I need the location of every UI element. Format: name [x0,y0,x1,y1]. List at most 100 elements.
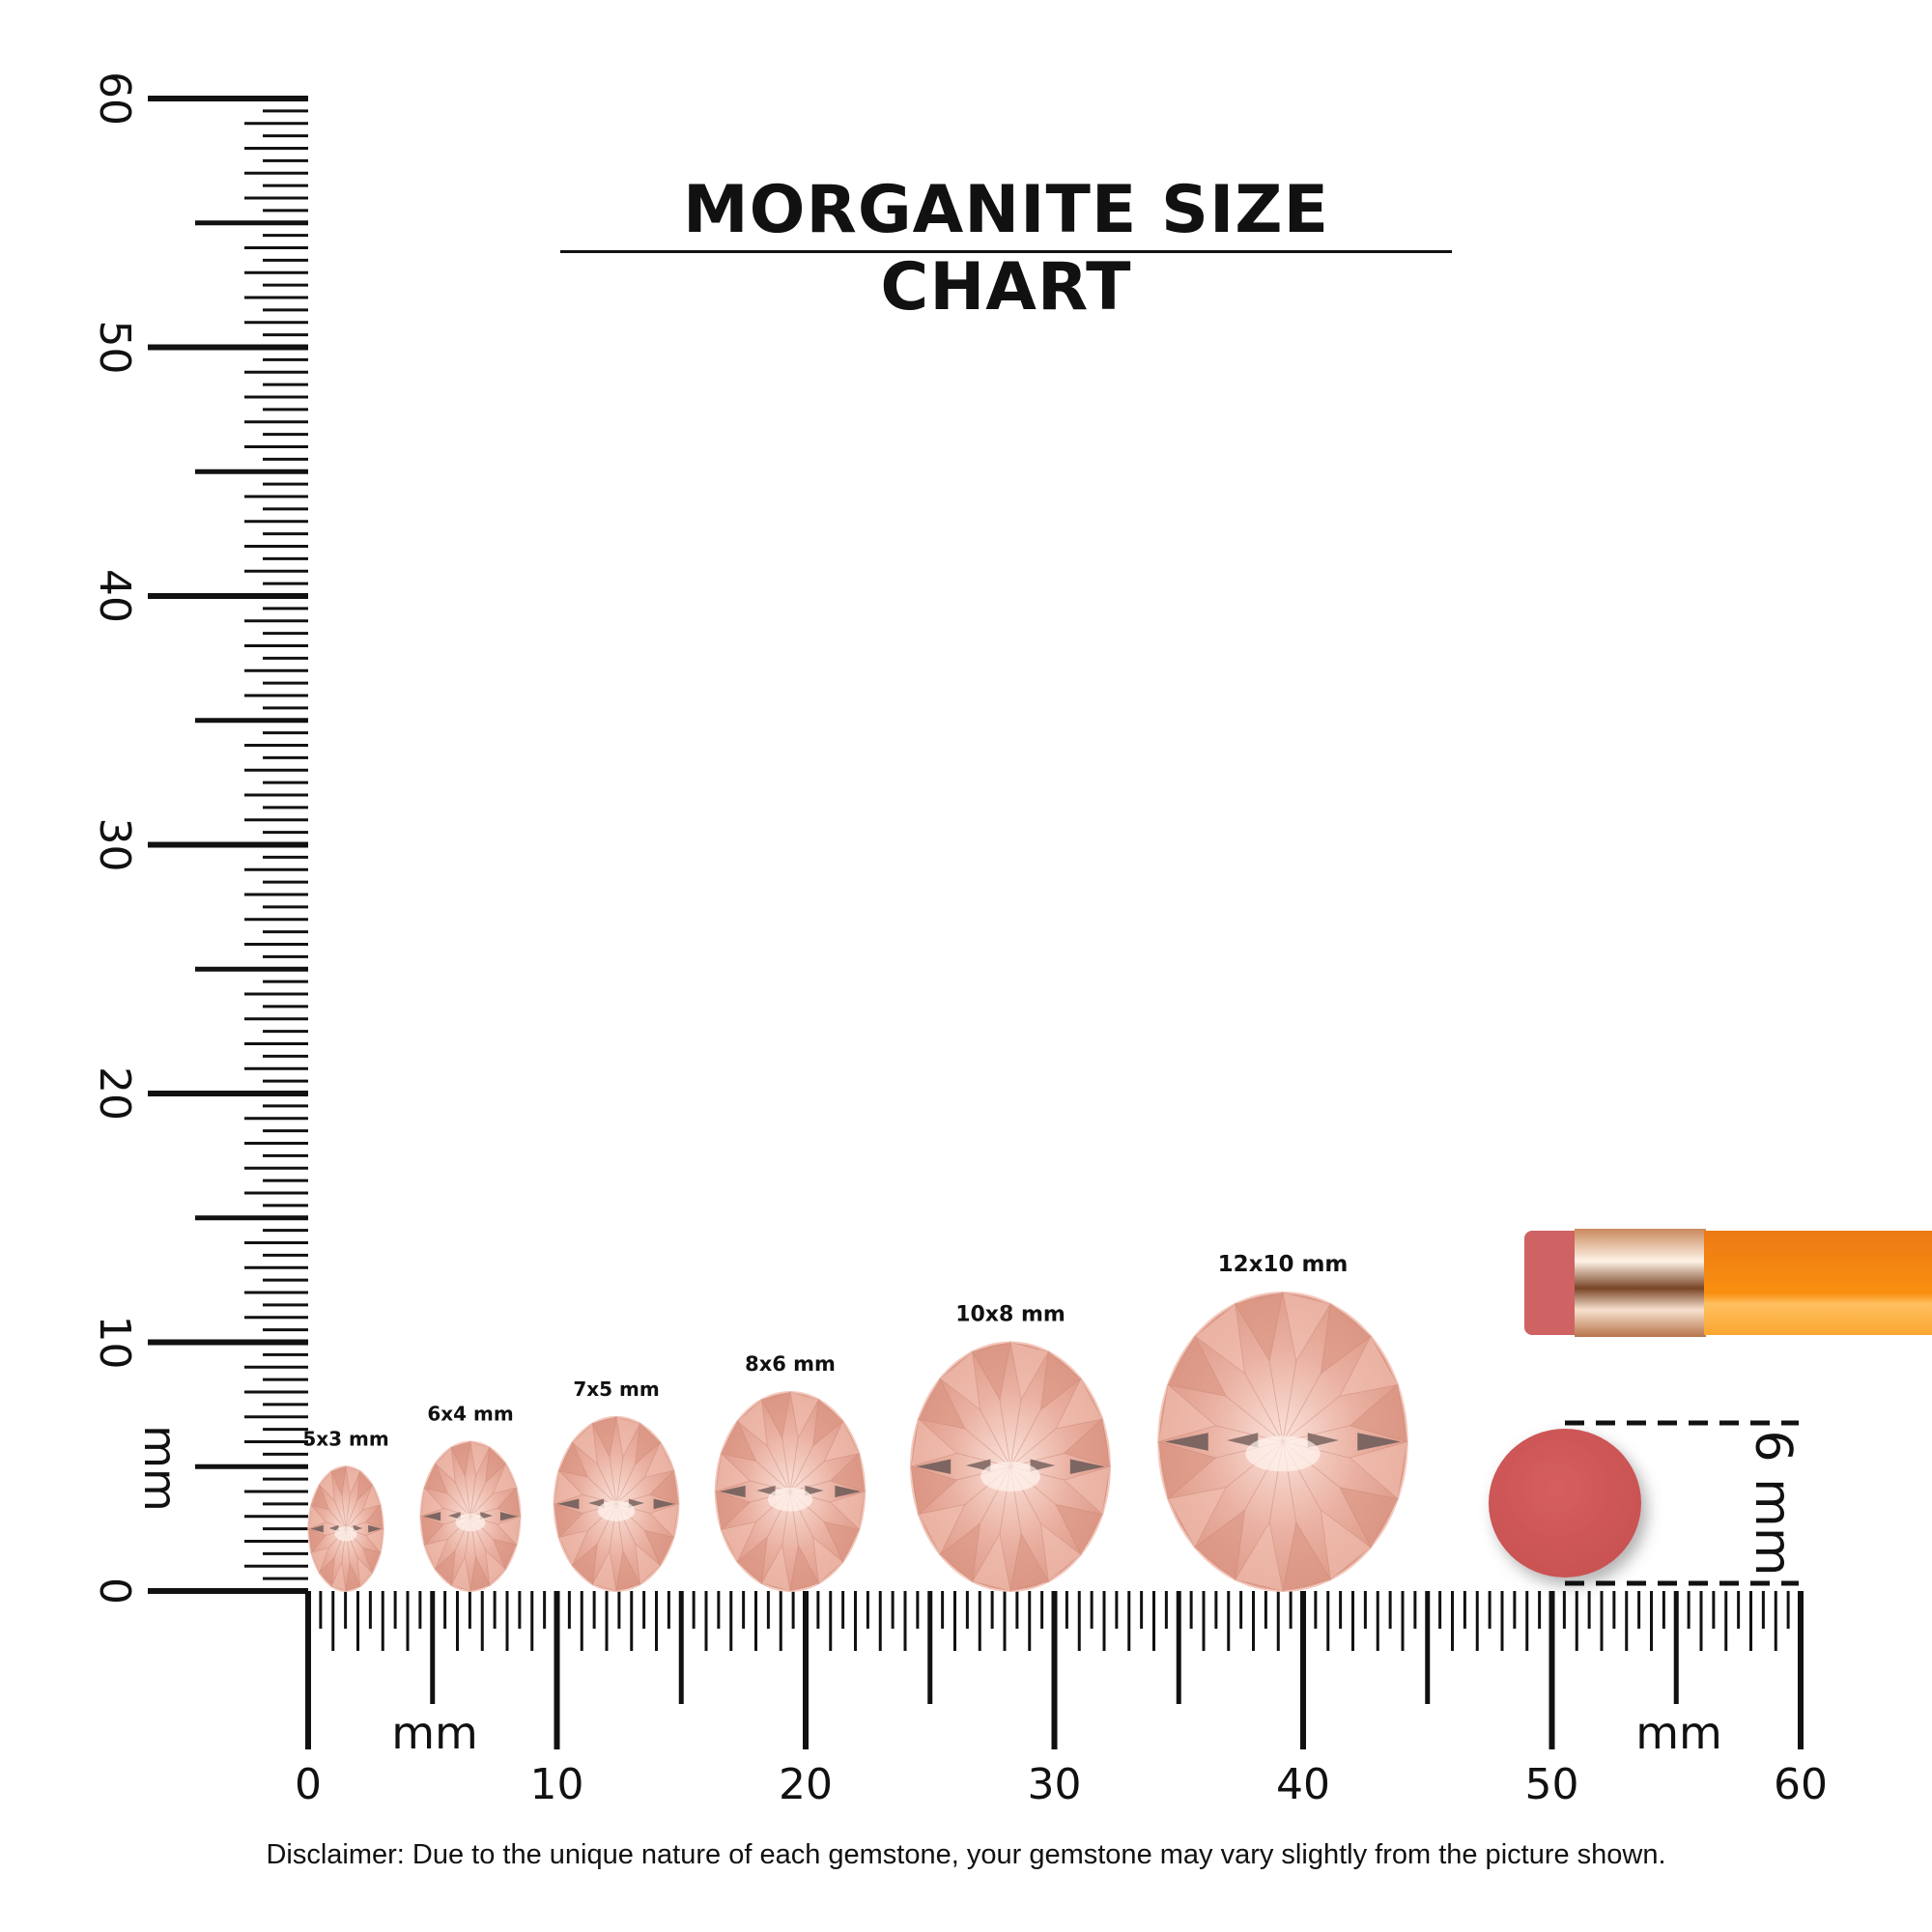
pencil-image [1524,1229,1932,1337]
horizontal-ruler [305,1591,1804,1749]
gem-facet [571,1543,598,1585]
gem-facet [1039,1522,1082,1582]
gem-facet [497,1487,521,1518]
gem-highlight [1245,1435,1321,1472]
gem-facet [721,1520,757,1563]
vertical-tick-label: 50 [90,321,139,375]
gem-facet [554,1469,584,1505]
title-underline [560,250,1452,253]
gem-size-label: 8x6 mm [745,1352,836,1376]
gem-facet [319,1555,335,1588]
gem-shadow-facet [423,1512,441,1521]
gem-facet-line [789,1445,813,1492]
gem-facet [760,1391,791,1439]
gem-shadow-facet [588,1498,605,1508]
horizontal-tick-label: 50 [1525,1760,1579,1809]
gem-facet-line [767,1445,791,1492]
vertical-tick-label: 40 [90,569,139,623]
gem-facet-line [615,1457,624,1504]
gem-facet [918,1378,966,1430]
gem-facet [310,1547,329,1575]
gem-shadow-facet [499,1512,518,1521]
gem-facet [591,1416,617,1459]
gem-facet-line [1282,1395,1341,1442]
gem-facet-line [328,1509,347,1529]
gem-facet [554,1503,584,1539]
vertical-unit-label: mm [134,1425,186,1512]
gem-highlight [334,1526,357,1542]
gem-facet-line [1282,1373,1321,1442]
gem-facet-line [755,1461,791,1492]
gem-facet [330,1560,347,1592]
gem-facet [1194,1303,1246,1375]
gem-facet [1194,1509,1246,1580]
gem-shadow-facet [1164,1433,1208,1451]
gem-shadow-facet [653,1498,676,1510]
gem-shadow-facet [480,1512,494,1520]
gem-highlight [767,1487,813,1512]
gem-facet [435,1446,456,1484]
gem-facet-line [615,1463,637,1505]
gem-facet [823,1420,860,1463]
gem-facet-line [781,1437,791,1492]
gem-facet [939,1522,981,1582]
gem-facet [715,1491,752,1531]
gem-facet [971,1341,1011,1401]
gem-facet [1167,1335,1227,1397]
gem-facet-line [980,1409,1011,1467]
eraser-size-label: 6 mm [1744,1431,1802,1577]
gem-shadow-facet [353,1524,363,1532]
gem-facet [971,1532,1011,1592]
gem-facet-line [789,1437,799,1492]
gem-facet [643,1529,675,1567]
gem-facet-line [345,1494,351,1529]
gem-facet [450,1440,471,1478]
gem-facet [423,1463,449,1494]
horizontal-ruler-labels: 0 10 20 30 40 50 60 [295,1760,1828,1809]
vertical-tick-label: 0 [90,1577,139,1605]
gem-shadow-facet [1069,1459,1105,1474]
gem-facet [939,1350,981,1411]
gem-facet [1063,1418,1111,1467]
gem-facet [485,1549,506,1586]
vertical-tick-label: 60 [90,71,139,126]
gem-facet [736,1536,768,1584]
gem-facet [1349,1440,1408,1500]
eraser-disc [1489,1429,1641,1577]
gem-facet [571,1422,598,1465]
eraser-reference: 6 mm [1489,1420,1802,1586]
gem-facet [330,1465,347,1497]
gem-facet [450,1555,471,1592]
gem-shadow-facet [556,1498,580,1510]
pencil-ferrule [1575,1229,1706,1337]
gem-facet-line [587,1477,617,1505]
gem-shadow-facet [368,1524,382,1533]
vertical-tick-label: 20 [90,1066,139,1121]
gem-facet [557,1529,589,1567]
gem-facet [823,1520,860,1563]
gem-facet [789,1544,820,1592]
gem-facet [1320,1303,1372,1375]
gem-highlight [597,1500,636,1521]
gemstones: 5x3 mm 6x4 mm 7x5 mm 8x6 mm 10x8 mm 12x10 mm [302,1252,1408,1592]
horizontal-tick-label: 40 [1276,1760,1330,1809]
gem-facet [485,1446,506,1484]
horizontal-tick-label: 60 [1774,1760,1828,1809]
gem-facet-line [469,1482,487,1517]
gem-facet [1282,1292,1331,1363]
gem-facet-line [333,1500,347,1529]
gem-facet [319,1470,335,1502]
gem-facet [356,1470,373,1502]
gem-facet-line [1009,1428,1057,1467]
gemstone-10x8-mm: 10x8 mm [910,1303,1111,1592]
gem-facet [1339,1487,1399,1548]
gem-facet-line [596,1463,617,1505]
vertical-ruler [148,96,308,1594]
gem-highlight [980,1462,1040,1492]
gem-shadow-facet [835,1485,862,1498]
gem-facet [1157,1383,1217,1443]
gem-facet [829,1452,866,1492]
gem-facet [1055,1378,1103,1430]
gem-shadow-facet [310,1524,324,1533]
